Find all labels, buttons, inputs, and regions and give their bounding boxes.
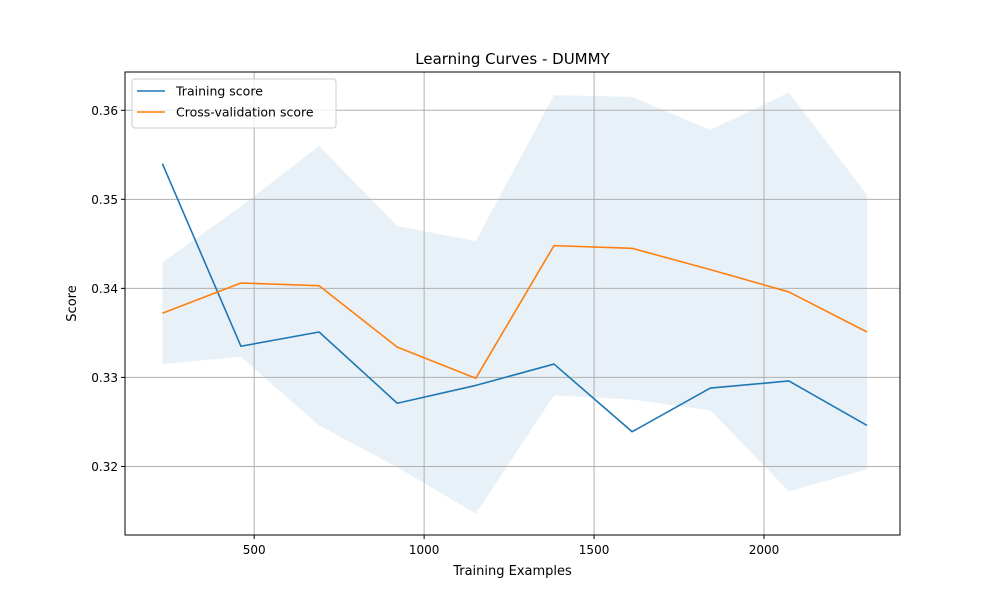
- x-axis-label: Training Examples: [452, 564, 572, 579]
- grid-layer: [125, 72, 900, 535]
- series-line-cross-validation-score: [162, 244, 868, 380]
- legend-box: [131, 78, 337, 129]
- chart-title: Learning Curves - DUMMY: [415, 50, 610, 68]
- legend-label: Training score: [175, 84, 263, 99]
- series-line-training-score: [161, 163, 868, 433]
- y-tick-label: 0.35: [91, 193, 118, 207]
- legend-label: Cross-validation score: [176, 105, 314, 120]
- y-tick-label: 0.33: [91, 371, 118, 385]
- x-tick-label: 2000: [749, 543, 780, 557]
- plot-frame: [124, 71, 901, 536]
- y-tick-label: 0.32: [91, 460, 118, 474]
- x-tick-label: 1000: [409, 543, 440, 557]
- tick-layer: 500 1000 1500 2000 0.32 0.33 0.34 0.35 0.36: [91, 104, 779, 557]
- x-tick-label: 500: [243, 543, 266, 557]
- y-axis-label: Score: [65, 285, 80, 321]
- legend: Training score Cross-validation score: [131, 78, 337, 129]
- confidence-band-layer: [162, 92, 868, 514]
- y-tick-label: 0.36: [91, 104, 118, 118]
- y-tick-label: 0.34: [91, 282, 118, 296]
- confidence-band: [162, 92, 868, 514]
- series-layer: [161, 163, 868, 433]
- x-tick-label: 1500: [579, 543, 610, 557]
